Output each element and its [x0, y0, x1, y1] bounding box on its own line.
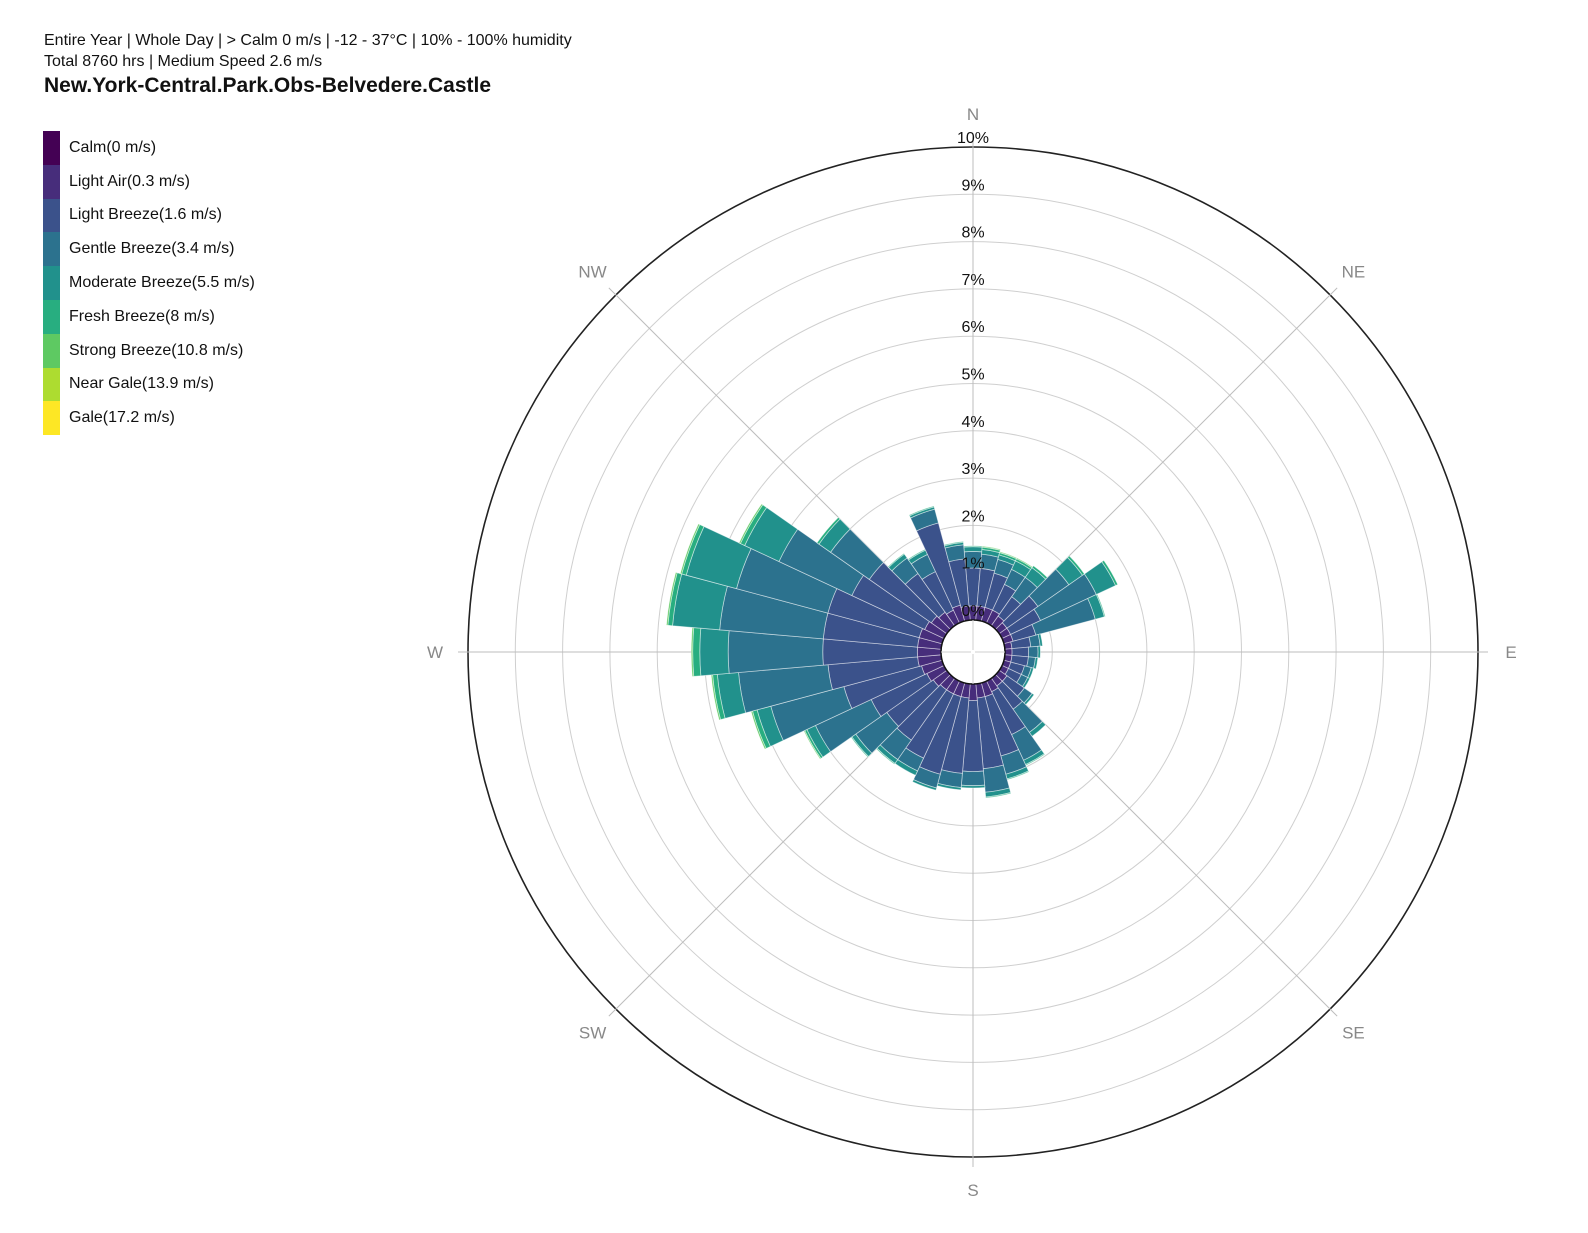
direction-label: NE	[1342, 263, 1366, 282]
legend-swatch	[43, 401, 60, 436]
direction-spoke	[995, 674, 1338, 1017]
legend-label: Near Gale(13.9 m/s)	[69, 375, 214, 393]
direction-label: NW	[578, 263, 606, 282]
legend-label: Gentle Breeze(3.4 m/s)	[69, 240, 235, 258]
legend-item: Fresh Breeze(8 m/s)	[43, 299, 255, 334]
petal-segment	[679, 523, 701, 575]
legend: Calm(0 m/s) Light Air(0.3 m/s) Light Breez…	[43, 131, 255, 436]
petal-segment	[960, 770, 986, 787]
petal-segment	[1095, 593, 1106, 618]
legend-swatch	[43, 131, 60, 165]
legend-item: Light Air(0.3 m/s)	[43, 164, 255, 199]
ring-label: 7%	[961, 272, 984, 289]
direction-label: E	[1505, 643, 1516, 662]
station-title: New.York-Central.Park.Obs-Belvedere.Cast…	[44, 74, 492, 97]
legend-label: Light Breeze(1.6 m/s)	[69, 206, 222, 224]
petal-segment	[985, 792, 1012, 799]
petal-segment	[738, 503, 764, 545]
legend-item: Gentle Breeze(3.4 m/s)	[43, 232, 255, 267]
legend-swatch	[43, 266, 60, 300]
ring-label: 4%	[961, 414, 984, 431]
legend-label: Calm(0 m/s)	[69, 138, 157, 156]
petal-segment	[911, 779, 938, 791]
legend-swatch	[43, 198, 60, 233]
legend-item: Light Breeze(1.6 m/s)	[43, 198, 255, 233]
ring-label: 8%	[961, 225, 984, 242]
legend-swatch	[43, 367, 60, 402]
petal-segment	[665, 571, 678, 626]
legend-label: Fresh Breeze(8 m/s)	[69, 307, 215, 325]
ring-label: 9%	[961, 177, 984, 194]
petal-segment	[1028, 645, 1039, 659]
legend-item: Calm(0 m/s)	[43, 131, 255, 165]
petal-segment	[699, 627, 730, 677]
legend-swatch	[43, 232, 60, 267]
ring-label: 1%	[961, 556, 984, 573]
legend-label: Light Air(0.3 m/s)	[69, 172, 190, 190]
petal-segment	[692, 627, 702, 677]
ring-label: 5%	[961, 367, 984, 384]
chart-header: Entire Year | Whole Day | > Calm 0 m/s |…	[44, 30, 572, 99]
petal-segment	[981, 545, 1001, 551]
totals-summary: Total 8760 hrs | Medium Speed 2.6 m/s	[44, 53, 323, 70]
petal-segment	[1037, 645, 1041, 659]
legend-item: Moderate Breeze(5.5 m/s)	[43, 266, 255, 300]
direction-label: SE	[1342, 1023, 1365, 1042]
direction-label: N	[967, 105, 979, 124]
ring-label: 3%	[961, 461, 984, 478]
petal-segment	[887, 552, 906, 569]
legend-label: Strong Breeze(10.8 m/s)	[69, 341, 244, 359]
legend-swatch	[43, 333, 60, 368]
legend-item: Gale(17.2 m/s)	[43, 401, 255, 436]
direction-label: W	[427, 643, 443, 662]
petal-segment	[1033, 657, 1039, 670]
ring-label: 0%	[961, 603, 984, 620]
petal-segment	[816, 516, 841, 545]
petal-segment	[908, 505, 935, 517]
legend-item: Near Gale(13.9 m/s)	[43, 367, 255, 402]
axis-overlay: 0% 1% 2% 3% 4% 5% 6% 7% 8% 9% 10% N NE E SE S SW W NW	[427, 105, 1517, 1200]
ring-label: 2%	[961, 508, 984, 525]
petal-segment	[1037, 633, 1044, 647]
petal-segment	[963, 546, 983, 553]
legend-swatch	[43, 164, 60, 199]
direction-label: S	[967, 1181, 978, 1200]
petal-segment	[943, 540, 964, 547]
wind-petals	[665, 503, 1119, 799]
ring-label: 6%	[961, 319, 984, 336]
legend-label: Gale(17.2 m/s)	[69, 409, 175, 427]
ring-label: 10%	[957, 130, 989, 147]
legend-item: Strong Breeze(10.8 m/s)	[43, 333, 255, 368]
petal-segment	[1004, 648, 1013, 656]
direction-label: SW	[579, 1023, 606, 1042]
petal-segment	[963, 545, 983, 548]
legend-swatch	[43, 299, 60, 334]
legend-label: Moderate Breeze(5.5 m/s)	[69, 274, 255, 292]
filter-summary: Entire Year | Whole Day | > Calm 0 m/s |…	[44, 32, 572, 49]
petal-segment	[1101, 559, 1119, 587]
petal-segment	[960, 784, 986, 789]
